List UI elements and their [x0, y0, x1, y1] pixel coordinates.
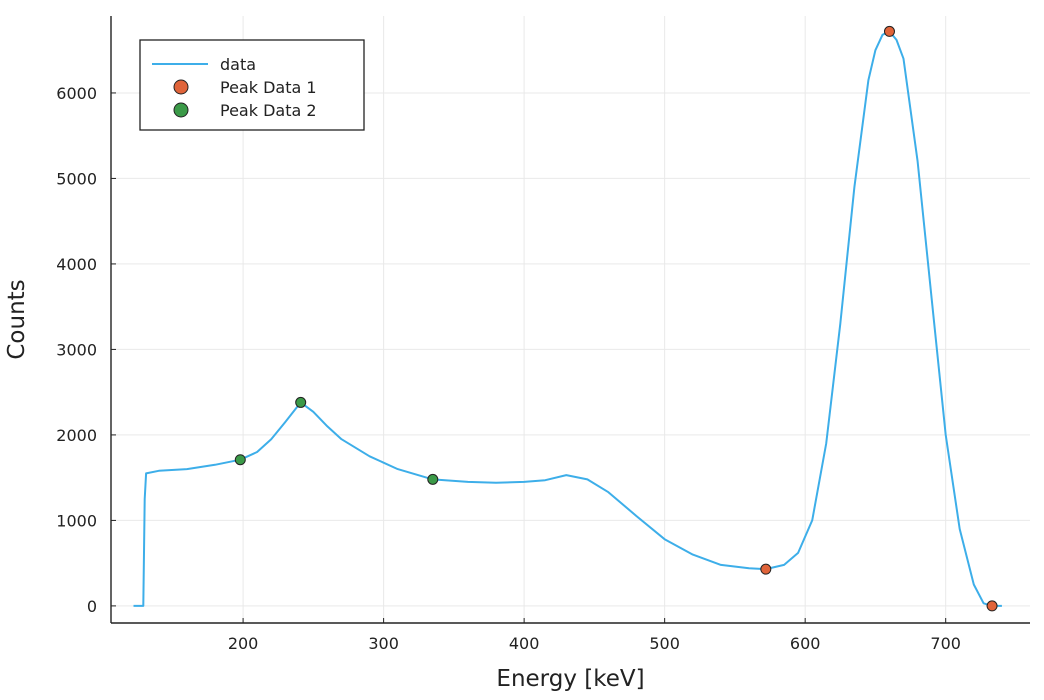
- x-tick-label-300: 300: [368, 634, 399, 653]
- point-peak-data-1-0: [760, 563, 772, 575]
- y-tick-label-2000: 2000: [56, 426, 97, 445]
- legend-label-data: data: [220, 55, 256, 74]
- point-peak-data-2-0: [234, 454, 246, 466]
- point-peak-data-2-1: [295, 396, 307, 408]
- x-ticks: 200 300 400 500 600 700: [228, 618, 961, 653]
- legend-label-peak-data-1: Peak Data 1: [220, 78, 317, 97]
- point-peak-data-2-2: [427, 473, 439, 485]
- y-ticks: 0 1000 2000 3000 4000 5000 6000: [56, 84, 116, 616]
- series-line-data: [133, 30, 1002, 607]
- y-tick-label-1000: 1000: [56, 511, 97, 530]
- x-axis-label: Energy [keV]: [496, 666, 644, 692]
- x-tick-label-700: 700: [930, 634, 961, 653]
- y-tick-label-3000: 3000: [56, 340, 97, 359]
- legend-label-peak-data-2: Peak Data 2: [220, 101, 317, 120]
- legend-swatch-peak-data-2: [173, 102, 189, 118]
- point-peak-data-1-2: [986, 600, 998, 612]
- series-data: [133, 30, 1002, 607]
- x-tick-label-200: 200: [228, 634, 259, 653]
- grid: [111, 16, 1030, 623]
- series-peaks: [234, 25, 998, 612]
- legend: data Peak Data 1 Peak Data 2: [139, 39, 365, 131]
- y-tick-label-0: 0: [87, 597, 97, 616]
- y-tick-label-6000: 6000: [56, 84, 97, 103]
- legend-swatch-peak-data-1: [173, 79, 189, 95]
- y-tick-label-5000: 5000: [56, 169, 97, 188]
- x-tick-label-400: 400: [509, 634, 540, 653]
- x-tick-label-600: 600: [790, 634, 821, 653]
- y-tick-label-4000: 4000: [56, 255, 97, 274]
- axes: [110, 16, 1030, 624]
- x-tick-label-500: 500: [649, 634, 680, 653]
- point-peak-data-1-1: [883, 25, 895, 37]
- y-axis-label: Counts: [4, 279, 30, 359]
